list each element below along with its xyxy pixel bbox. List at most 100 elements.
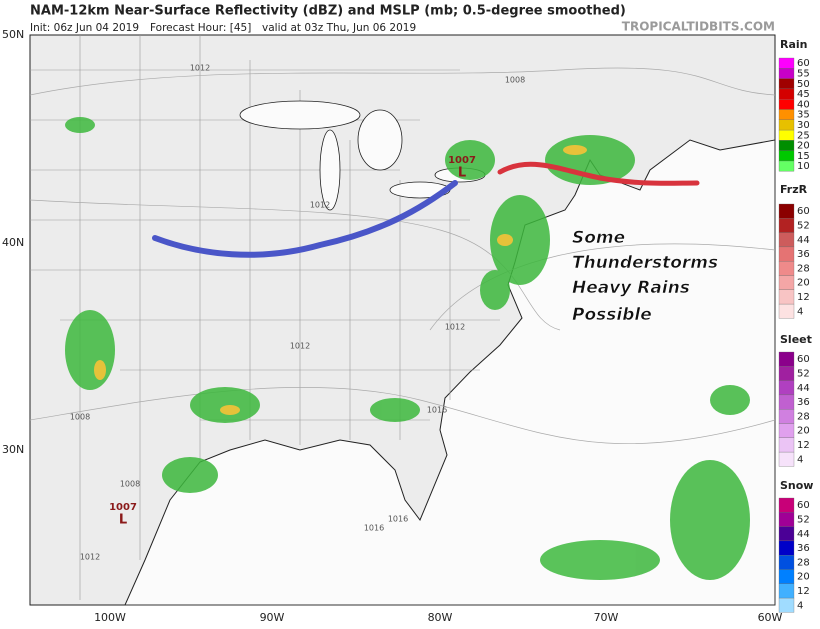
- legend-label: 4: [797, 306, 803, 317]
- valid-time: valid at 03z Thu, Jun 06 2019: [262, 22, 416, 34]
- isobar-label: 1008: [70, 413, 90, 422]
- legend-label: 36: [797, 397, 810, 408]
- annotation: Thunderstorms: [572, 253, 718, 273]
- legend-swatch: [778, 526, 795, 542]
- low-pressure-value: 1007: [109, 502, 137, 513]
- title: NAM-12km Near-Surface Reflectivity (dBZ)…: [30, 4, 626, 19]
- legend-label: 4: [797, 600, 803, 611]
- legend-swatch: [778, 109, 795, 120]
- low-pressure-value: 1007: [448, 155, 476, 166]
- isobar-label: 1012: [190, 64, 210, 73]
- legend-label: 52: [797, 514, 810, 525]
- legend-swatch: [778, 555, 795, 570]
- legend-title: Rain: [780, 38, 808, 51]
- legend-label: 25: [797, 130, 810, 141]
- legend-swatch: [778, 150, 795, 162]
- legend-swatch: [778, 437, 795, 453]
- lon-label: 70W: [594, 611, 619, 624]
- legend-swatch: [778, 380, 795, 396]
- lon-label: 100W: [94, 611, 126, 624]
- low-symbol: L: [458, 166, 466, 181]
- legend-swatch: [778, 246, 795, 262]
- legend-label: 4: [797, 454, 803, 465]
- legend-label: 30: [797, 120, 810, 131]
- legend-swatch: [778, 540, 795, 556]
- legend-swatch: [778, 409, 795, 424]
- legend-swatch: [778, 497, 795, 513]
- legend-label: 36: [797, 543, 810, 554]
- legend-swatch: [778, 160, 795, 172]
- heavy-echoes: [94, 145, 587, 415]
- legend-swatch: [778, 140, 795, 151]
- legend-swatch: [778, 129, 795, 141]
- forecast-hour: Forecast Hour: [45]: [150, 22, 251, 34]
- legend-label: 10: [797, 161, 810, 172]
- radar-echoes: [65, 117, 750, 580]
- isobar-label: 1016: [364, 524, 384, 533]
- legend-swatch: [778, 68, 795, 79]
- legend-label: 50: [797, 79, 810, 90]
- isobar-label: 1008: [120, 480, 140, 489]
- legend-swatch: [778, 351, 795, 367]
- legend-label: 60: [797, 206, 810, 217]
- legend-label: 20: [797, 426, 810, 437]
- isobar-label: 1008: [505, 76, 525, 85]
- annotation: Heavy Rains: [572, 278, 690, 298]
- lat-label: 30N: [2, 443, 24, 456]
- isobar-label: 1012: [290, 342, 310, 351]
- warm-front: [497, 161, 700, 186]
- legend-swatch: [778, 203, 795, 219]
- legend-label: 28: [797, 263, 810, 274]
- legend-title: Sleet: [780, 333, 812, 346]
- watermark: TROPICALTIDBITS.COM: [622, 20, 775, 34]
- legend-label: 12: [797, 292, 810, 303]
- annotation: Some: [572, 228, 625, 248]
- legend-swatch: [778, 394, 795, 410]
- lon-label: 90W: [260, 611, 285, 624]
- legend-label: 15: [797, 151, 810, 162]
- stationary-front: [152, 180, 458, 258]
- legend-swatch: [778, 232, 795, 248]
- legend-swatch: [778, 78, 795, 90]
- annotation: Possible: [572, 305, 652, 325]
- legend-label: 36: [797, 249, 810, 260]
- legend-label: 35: [797, 110, 810, 121]
- legend-title: FrzR: [780, 183, 808, 196]
- legend-label: 52: [797, 220, 810, 231]
- legend-swatch: [778, 261, 795, 276]
- legend-title: Snow: [780, 479, 813, 492]
- legend-label: 45: [797, 89, 810, 100]
- isobars: [29, 67, 776, 445]
- legend-swatch: [778, 423, 795, 438]
- legend-swatch: [778, 289, 795, 305]
- isobar-label: 1012: [80, 553, 100, 562]
- legend-swatch: [778, 583, 795, 599]
- legend-swatch: [778, 597, 795, 613]
- legend-label: 40: [797, 99, 810, 110]
- isobar-label: 1012: [310, 201, 330, 210]
- legend-label: 60: [797, 354, 810, 365]
- legend-label: 55: [797, 68, 810, 79]
- low-symbol: L: [119, 513, 127, 528]
- legend-swatch: [778, 275, 795, 290]
- legend-swatch: [778, 99, 795, 110]
- legend-label: 20: [797, 572, 810, 583]
- legend-label: 60: [797, 500, 810, 511]
- legend-label: 20: [797, 278, 810, 289]
- legend-swatch: [778, 218, 795, 233]
- init-time: Init: 06z Jun 04 2019: [30, 22, 139, 34]
- legend-swatch: [778, 303, 795, 319]
- lat-label: 50N: [2, 28, 24, 41]
- legend-swatch: [778, 569, 795, 584]
- legend-label: 28: [797, 411, 810, 422]
- legend-label: 20: [797, 141, 810, 152]
- legend-swatch: [778, 88, 795, 100]
- legend-swatch: [778, 366, 795, 381]
- legend-label: 12: [797, 586, 810, 597]
- legend-label: 44: [797, 235, 810, 246]
- legend-swatch: [778, 512, 795, 527]
- legend-label: 60: [797, 58, 810, 69]
- legend-label: 12: [797, 440, 810, 451]
- isobar-label: 1012: [445, 323, 465, 332]
